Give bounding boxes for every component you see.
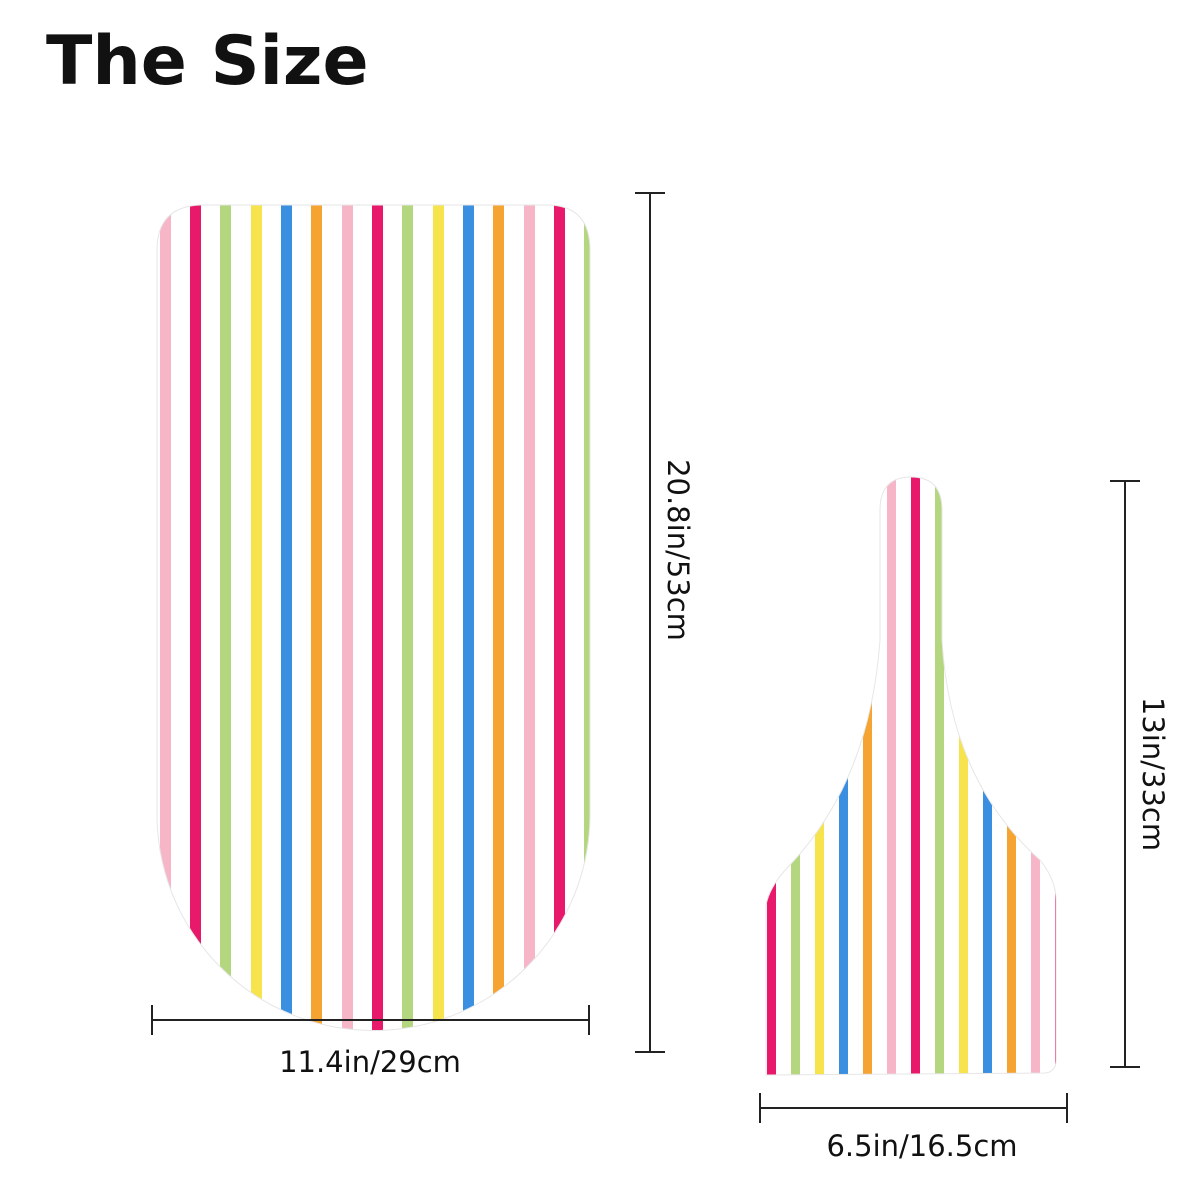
lid-height-dimension (635, 192, 665, 1053)
lid-height-label: 20.8in/53cm (661, 459, 695, 641)
tank-height-label: 13in/33cm (1136, 697, 1170, 851)
tank-cover (765, 476, 1057, 1076)
tank-height-dimension (1110, 480, 1140, 1068)
lid-width-label: 11.4in/29cm (279, 1045, 461, 1079)
title: The Size (46, 22, 369, 101)
lid-width-dimension (151, 1005, 590, 1035)
tank-width-dimension (759, 1093, 1068, 1123)
lid-cover (156, 204, 591, 1031)
tank-width-label: 6.5in/16.5cm (826, 1129, 1017, 1163)
